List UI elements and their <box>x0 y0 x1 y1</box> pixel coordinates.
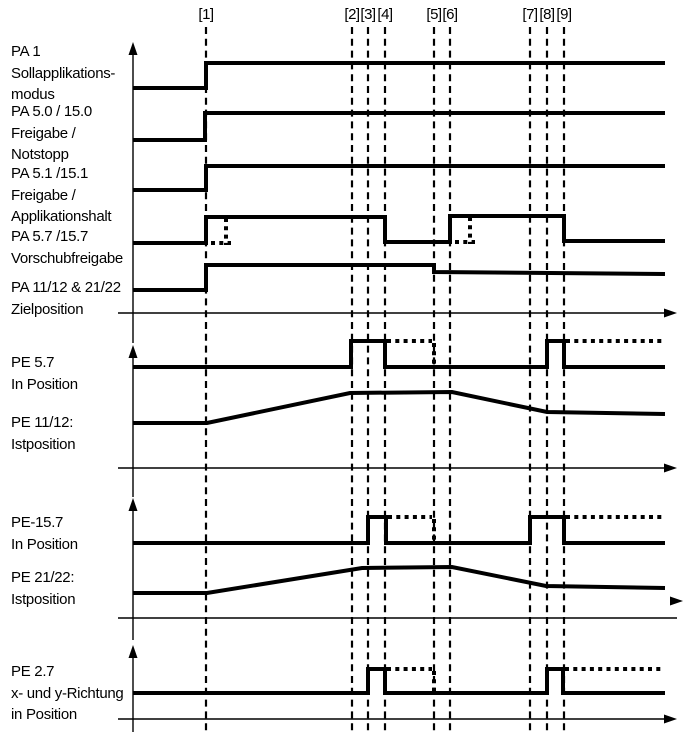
label-line: PA 11/12 & 21/22 <box>11 279 121 296</box>
label-line: Istposition <box>11 590 76 608</box>
marker-label-5: [5] <box>426 6 442 23</box>
marker-label-1: [1] <box>198 6 214 23</box>
signal-label-pe-5-7: PE 5.7 In Position <box>11 352 78 395</box>
signal-label-pa-5-0: PA 5.0 / 15.0 Freigabe / Notstopp <box>11 101 92 166</box>
waveform-pa57-vorschubfreigabe <box>133 214 665 245</box>
marker-label-8: [8] <box>539 6 555 23</box>
signal-label-pa-5-1: PA 5.1 /15.1 Freigabe / Applikationshalt <box>11 163 112 228</box>
waveform-pa50-freigabe-notstopp <box>133 111 665 142</box>
waveform-pe157-in-position <box>133 515 665 545</box>
waveform-pe2122-istposition <box>133 564 666 595</box>
signal-label-pa-1: PA 1 Sollapplikations- modus <box>11 41 115 106</box>
label-line: Freigabe / <box>11 186 76 204</box>
marker-label-2: [2] <box>344 6 360 23</box>
label-line: Zielposition <box>11 300 84 318</box>
waveform-pe57-in-position <box>133 339 665 369</box>
panel-4-y-axis-arrow-icon <box>128 645 138 658</box>
panel-2-y-axis-arrow-icon <box>128 345 138 358</box>
label-line: PE 11/12: <box>11 414 74 431</box>
label-line: Vorschubfreigabe <box>11 249 123 267</box>
panel-2-x-axis-arrow-icon <box>664 463 677 473</box>
label-line: PE 2.7 <box>11 663 55 680</box>
label-line: PA 5.0 / 15.0 <box>11 103 92 120</box>
label-line: PA 5.1 /15.1 <box>11 165 89 182</box>
marker-label-3: [3] <box>360 6 376 23</box>
label-line: Sollapplikations- <box>11 64 116 82</box>
panel-1-x-axis-arrow-icon <box>664 308 677 318</box>
label-line: modus <box>11 86 55 103</box>
panel-4-x-axis-arrow-icon <box>664 714 677 724</box>
waveform-pa1112-zielposition <box>133 263 666 292</box>
signal-label-pe-2-7: PE 2.7 x- und y-Richtung in Position <box>11 661 124 726</box>
panel-3-x-axis-arrow-icon <box>670 596 683 606</box>
label-line: PE-15.7 <box>11 514 64 531</box>
signal-label-pe-15-7: PE-15.7 In Position <box>11 512 78 555</box>
label-line: In Position <box>11 535 78 553</box>
label-line: Freigabe / <box>11 124 76 142</box>
label-line: PE 5.7 <box>11 354 55 371</box>
signal-label-pe-11-12: PE 11/12: Istposition <box>11 412 76 455</box>
waveform-pa51-freigabe-applikationshalt <box>133 164 665 192</box>
panel-3-y-axis-arrow-icon <box>128 498 138 511</box>
marker-label-7: [7] <box>522 6 538 23</box>
label-line: PA 5.7 /15.7 <box>11 228 89 245</box>
signal-label-pe-21-22: PE 21/22: Istposition <box>11 567 76 610</box>
signal-label-pa-11-12: PA 11/12 & 21/22 Zielposition <box>11 277 121 320</box>
label-line: in Position <box>11 706 77 723</box>
marker-label-4: [4] <box>377 6 393 23</box>
label-line: Istposition <box>11 435 76 453</box>
label-line: x- und y-Richtung <box>11 684 124 702</box>
marker-label-6: [6] <box>442 6 458 23</box>
waveform-pa1-sollapplikationsmodus <box>133 61 665 90</box>
label-line: PA 1 <box>11 43 41 60</box>
waveform-pe27-in-position <box>133 667 665 695</box>
signal-label-pa-5-7: PA 5.7 /15.7 Vorschubfreigabe <box>11 226 123 269</box>
panel-1-y-axis-arrow-icon <box>128 42 138 55</box>
label-line: PE 21/22: <box>11 569 75 586</box>
label-line: Applikationshalt <box>11 208 112 225</box>
waveform-pe1112-istposition <box>133 389 666 425</box>
label-line: Notstopp <box>11 146 69 163</box>
label-line: In Position <box>11 375 78 393</box>
marker-label-9: [9] <box>556 6 572 23</box>
